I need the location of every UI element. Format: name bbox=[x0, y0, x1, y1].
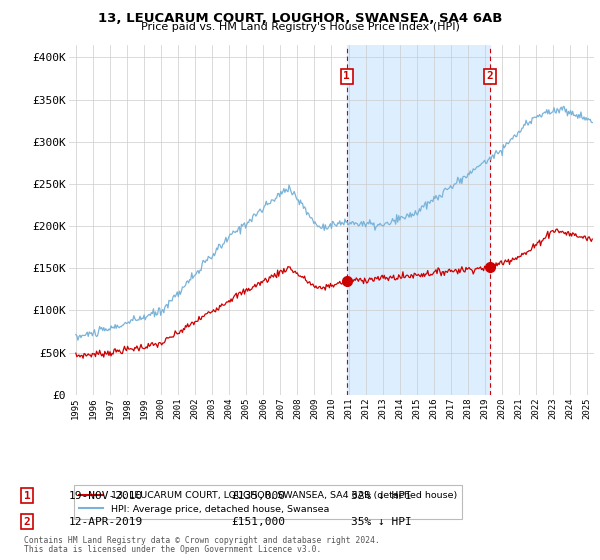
Legend: 13, LEUCARUM COURT, LOUGHOR, SWANSEA, SA4 6AB (detached house), HPI: Average pri: 13, LEUCARUM COURT, LOUGHOR, SWANSEA, SA… bbox=[74, 486, 463, 519]
Text: Price paid vs. HM Land Registry's House Price Index (HPI): Price paid vs. HM Land Registry's House … bbox=[140, 22, 460, 32]
Text: 13, LEUCARUM COURT, LOUGHOR, SWANSEA, SA4 6AB: 13, LEUCARUM COURT, LOUGHOR, SWANSEA, SA… bbox=[98, 12, 502, 25]
Text: 2: 2 bbox=[487, 71, 493, 81]
Text: £151,000: £151,000 bbox=[231, 517, 285, 527]
Text: 1: 1 bbox=[343, 71, 350, 81]
Bar bbox=[347, 45, 490, 395]
Text: 35% ↓ HPI: 35% ↓ HPI bbox=[351, 517, 412, 527]
Text: 32% ↓ HPI: 32% ↓ HPI bbox=[351, 491, 412, 501]
Text: 1: 1 bbox=[23, 491, 31, 501]
Text: 12-APR-2019: 12-APR-2019 bbox=[69, 517, 143, 527]
Text: Contains HM Land Registry data © Crown copyright and database right 2024.: Contains HM Land Registry data © Crown c… bbox=[24, 536, 380, 545]
Text: This data is licensed under the Open Government Licence v3.0.: This data is licensed under the Open Gov… bbox=[24, 545, 322, 554]
Text: £135,000: £135,000 bbox=[231, 491, 285, 501]
Text: 2: 2 bbox=[23, 517, 31, 527]
Text: 19-NOV-2010: 19-NOV-2010 bbox=[69, 491, 143, 501]
